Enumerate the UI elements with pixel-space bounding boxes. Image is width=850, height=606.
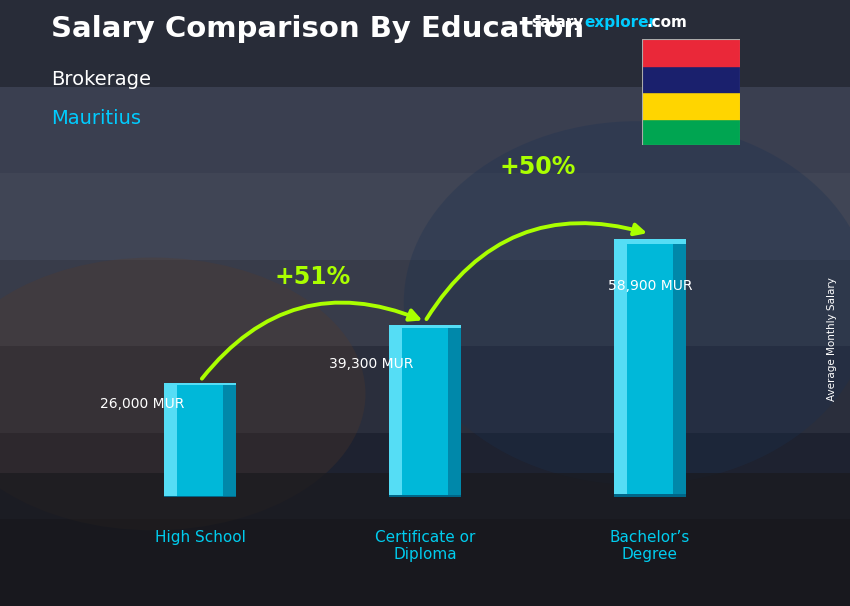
Text: Bachelor’s
Degree: Bachelor’s Degree (609, 530, 690, 562)
Bar (0, 433, 850, 519)
Bar (389, 325, 461, 328)
Bar (642, 39, 740, 66)
Text: Mauritius: Mauritius (51, 109, 141, 128)
Bar (164, 496, 236, 497)
Text: Brokerage: Brokerage (51, 70, 151, 88)
Bar (164, 383, 236, 385)
Bar (673, 239, 686, 497)
Bar (164, 383, 177, 497)
Bar (164, 383, 236, 497)
Text: Average Monthly Salary: Average Monthly Salary (827, 278, 837, 401)
Bar (0, 87, 850, 173)
Text: explorer: explorer (585, 15, 657, 30)
Bar (0, 473, 850, 606)
Bar (0, 260, 850, 346)
Bar (389, 325, 461, 497)
Bar (389, 495, 461, 497)
Text: Salary Comparison By Education: Salary Comparison By Education (51, 15, 584, 43)
Text: .com: .com (646, 15, 687, 30)
Bar (642, 92, 740, 119)
Text: High School: High School (155, 530, 246, 545)
Bar (614, 239, 626, 497)
Text: 58,900 MUR: 58,900 MUR (608, 279, 692, 293)
Bar (0, 346, 850, 433)
Bar (642, 66, 740, 92)
Bar (614, 239, 686, 497)
Ellipse shape (404, 121, 850, 485)
Text: +50%: +50% (499, 155, 575, 179)
Text: Certificate or
Diploma: Certificate or Diploma (375, 530, 475, 562)
Text: 39,300 MUR: 39,300 MUR (329, 358, 413, 371)
Bar (389, 325, 402, 497)
Text: +51%: +51% (275, 265, 351, 288)
Bar (224, 383, 236, 497)
Bar (642, 119, 740, 145)
Bar (614, 494, 686, 497)
Bar (0, 519, 850, 606)
Ellipse shape (0, 258, 366, 530)
Bar (448, 325, 461, 497)
Bar (614, 239, 686, 244)
Text: salary: salary (531, 15, 584, 30)
Text: 26,000 MUR: 26,000 MUR (99, 396, 184, 411)
Bar (0, 0, 850, 87)
Bar (0, 173, 850, 260)
